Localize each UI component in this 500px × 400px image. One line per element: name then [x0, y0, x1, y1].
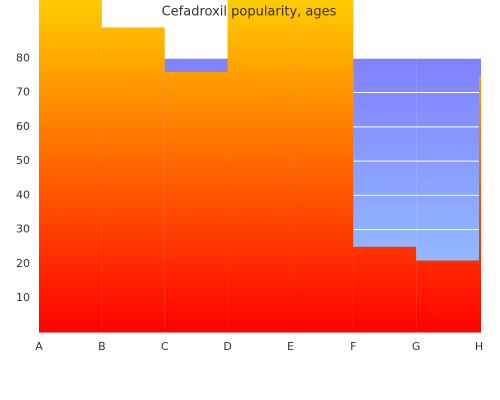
x-tick-label: E	[287, 340, 294, 353]
step-segment	[353, 246, 417, 333]
y-tick-label: 50	[16, 154, 30, 167]
x-tick-label: F	[350, 340, 356, 353]
y-tick-label: 40	[16, 188, 30, 201]
x-tick-label: A	[35, 340, 43, 353]
front-layer	[39, 0, 481, 333]
chart-title: Cefadroxil popularity, ages	[162, 5, 337, 20]
step-segment	[416, 260, 479, 333]
y-tick-label: 70	[16, 86, 30, 99]
text-layer: Cefadroxil popularity, ages 10 20 30 40 50 60…	[16, 5, 483, 354]
y-tick-label: 30	[16, 223, 30, 236]
x-tick-label: D	[223, 340, 231, 353]
x-tick-label: B	[98, 340, 106, 353]
step-segment	[164, 71, 228, 333]
x-tick-label: G	[412, 340, 421, 353]
y-tick-label: 60	[16, 120, 30, 133]
x-tick-label: H	[475, 340, 483, 353]
step-segment	[290, 0, 354, 333]
step-segment	[227, 0, 291, 333]
y-tick-label: 80	[16, 51, 30, 64]
y-tick-label: 20	[16, 257, 30, 270]
y-tick-label: 10	[16, 291, 30, 304]
x-tick-label: C	[161, 340, 169, 353]
step-segment	[479, 75, 481, 333]
step-segment	[39, 0, 102, 333]
step-segment	[101, 27, 165, 333]
